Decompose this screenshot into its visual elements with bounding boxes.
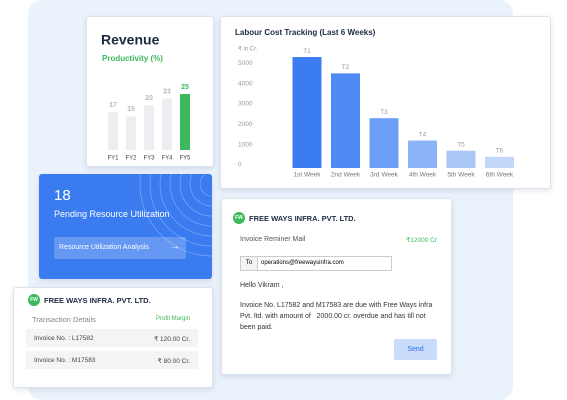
x-tick-label: 6th Week [486, 172, 514, 179]
value-label: 20 [145, 95, 153, 102]
x-tick-label: 2nd Week [331, 172, 361, 179]
bar [408, 140, 437, 168]
x-tick-label: FY2 [125, 156, 137, 162]
bar [126, 116, 136, 150]
y-tick-label: 3000 [238, 101, 253, 108]
x-tick-label: FY4 [161, 156, 173, 162]
y-axis-label: ₹ in Cr. [238, 46, 258, 53]
greeting: Hello Vikram , [240, 282, 284, 289]
bar [162, 98, 172, 150]
labour-chart: Labour Cost Tracking (Last 6 Weeks) ₹ in… [235, 28, 514, 179]
x-tick-label: FY3 [143, 156, 155, 162]
chart-title: Revenue [101, 32, 160, 48]
transactions-card: FW FREE WAYS INFRA. PVT. LTD. Transactio… [13, 287, 213, 388]
invoice-no: Invoice No. : M17583 [34, 357, 96, 364]
invoice-card: FW FREE WAYS INFRA. PVT. LTD. Invoice Re… [221, 198, 452, 375]
button-label: Resource Utilization Analysis [59, 244, 149, 251]
bar-label: T5 [457, 141, 465, 148]
margin-label: Profit Margin [156, 316, 191, 322]
bar [369, 118, 399, 168]
value-label: 25 [181, 84, 189, 91]
heading: Transaction Details [32, 315, 96, 324]
labour-card: Labour Cost Tracking (Last 6 Weeks) ₹ in… [220, 16, 551, 189]
x-tick-label: 1st Week [294, 172, 322, 179]
revenue-card: Revenue Productivity (%) 17 FY1 15 FY2 20 FY3… [86, 16, 214, 167]
y-tick-label: 2000 [238, 121, 253, 128]
chart-title: Labour Cost Tracking (Last 6 Weeks) [235, 28, 376, 37]
y-tick-label: 5000 [238, 60, 253, 67]
pending-label: Pending Resource Utilization [54, 209, 170, 219]
subject: Invoice Reminer Mail [240, 236, 306, 243]
invoice-amount: ₹ 120.00 Cr. [154, 336, 190, 343]
pending-card: 18 Pending Resource Utilization Resource… [39, 174, 212, 279]
bar [144, 105, 154, 150]
bar [180, 94, 190, 150]
bar [292, 57, 322, 169]
amount: ₹12000 Cr [406, 237, 437, 244]
company-name: FREE WAYS INFRA. PVT. LTD. [249, 214, 356, 223]
x-tick-label: 3rd Week [370, 172, 398, 179]
send-button[interactable]: Send [394, 339, 437, 360]
bar-label: T1 [303, 48, 311, 55]
to-input[interactable]: operations@freewaysinfra.com [257, 256, 392, 271]
to-label: To [240, 256, 258, 271]
logo: FW [233, 212, 245, 224]
y-tick-label: 1000 [238, 141, 253, 148]
bar-label: T3 [380, 109, 388, 116]
pending-count: 18 [54, 187, 71, 204]
bar [485, 156, 514, 168]
invoice-amount: ₹ 80.00 Cr. [157, 358, 190, 365]
x-tick-label: 5th Week [447, 172, 475, 179]
invoice-no: Invoice No. : L17582 [34, 335, 94, 342]
company-name: FREE WAYS INFRA. PVT. LTD. [44, 296, 151, 305]
body: Invoice No. L17582 and M17583 are due wi… [240, 302, 435, 331]
value-label: 15 [127, 106, 135, 113]
transaction-row: Invoice No. : M17583 ₹ 80.00 Cr. [26, 351, 198, 369]
logo: FW [28, 294, 40, 306]
y-tick-label: 4000 [238, 80, 253, 87]
bar-label: T6 [496, 148, 504, 155]
bar-label: T2 [342, 64, 350, 71]
y-tick-label: 0 [238, 162, 242, 169]
value-label: 23 [163, 88, 171, 95]
revenue-chart: Revenue Productivity (%) 17 FY1 15 FY2 20 FY3… [101, 32, 191, 162]
decoration [139, 174, 212, 257]
arrow-icon: → [170, 241, 180, 252]
analysis-button[interactable]: Resource Utilization Analysis → [54, 237, 186, 259]
x-tick-label: FY5 [179, 156, 191, 162]
x-tick-label: FY1 [107, 156, 119, 162]
transaction-row: Invoice No. : L17582 ₹ 120.00 Cr. [26, 329, 198, 347]
bar [331, 73, 360, 168]
bar [108, 111, 118, 150]
value-label: 17 [109, 102, 117, 109]
x-tick-label: 4th Week [409, 172, 437, 179]
bar [446, 150, 476, 168]
chart-subtitle: Productivity (%) [102, 54, 163, 63]
bar-label: T4 [419, 131, 427, 138]
